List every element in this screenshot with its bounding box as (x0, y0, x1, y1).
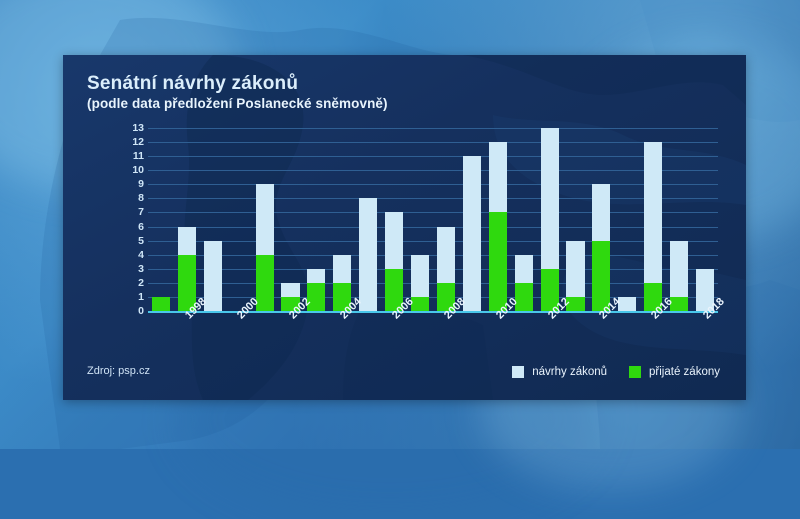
bar-proposed (462, 156, 481, 311)
gridline-8 (148, 198, 718, 200)
legend-label-proposed: návrhy zákonů (532, 366, 608, 378)
gridline-5 (148, 240, 718, 242)
page-subtitle: (podle data předložení Poslanecké sněmov… (87, 96, 388, 111)
y-tick-3: 3 (138, 262, 144, 275)
bar-group[interactable] (462, 128, 481, 311)
y-tick-13: 13 (132, 121, 144, 134)
chart-card: Senátní návrhy zákonů (podle data předlo… (63, 55, 746, 400)
bar-group[interactable] (436, 128, 455, 311)
bar-group[interactable] (670, 128, 689, 311)
gridline-0 (148, 311, 718, 313)
gridline-1 (148, 296, 718, 298)
bar-passed (670, 296, 689, 311)
y-tick-1: 1 (138, 290, 144, 303)
y-tick-9: 9 (138, 178, 144, 191)
chart-legend: návrhy zákonů přijaté zákony (512, 366, 720, 378)
bar-group[interactable] (566, 128, 585, 311)
bar-passed (307, 282, 326, 311)
x-axis-labels: 1998 2000 2002 2004 2006 2008 2010 2012 2014 2016… (148, 296, 727, 373)
bar-proposed (695, 268, 715, 311)
legend-label-passed: přijaté zákony (649, 366, 720, 378)
gridline-10 (148, 170, 718, 172)
bar-group[interactable] (540, 128, 559, 311)
bar-passed (488, 212, 507, 311)
bar-group[interactable] (281, 128, 300, 311)
bar-passed (151, 296, 170, 311)
bar-group[interactable] (255, 128, 274, 311)
bar-passed (255, 254, 274, 311)
legend-swatch-proposed (512, 366, 525, 378)
bar-group[interactable] (410, 128, 430, 311)
bar-proposed (410, 254, 430, 311)
bar-group[interactable] (385, 128, 404, 311)
bar-passed (436, 282, 455, 311)
legend-item-passed: přijaté zákony (629, 366, 720, 378)
bar-passed (514, 282, 533, 311)
gridline-6 (148, 226, 718, 228)
bar-passed (385, 268, 404, 311)
bar-passed (281, 296, 300, 311)
bar-proposed (670, 240, 689, 311)
bar-group[interactable] (695, 128, 715, 311)
bar-group[interactable] (307, 128, 326, 311)
bar-passed (592, 240, 611, 311)
y-tick-10: 10 (132, 163, 144, 176)
y-tick-8: 8 (138, 192, 144, 205)
bar-passed (177, 254, 196, 311)
gridlines (148, 128, 718, 313)
page-title: Senátní návrhy zákonů (87, 73, 299, 94)
bar-group[interactable] (177, 128, 196, 311)
gridline-7 (148, 212, 718, 214)
gridline-12 (148, 142, 718, 144)
bar-group[interactable] (333, 128, 352, 311)
y-tick-2: 2 (138, 276, 144, 289)
bar-passed (644, 282, 663, 311)
y-tick-0: 0 (138, 304, 144, 317)
bar-proposed (359, 198, 378, 311)
bar-group[interactable] (230, 128, 248, 311)
bar-group[interactable] (514, 128, 533, 311)
y-tick-12: 12 (132, 135, 144, 148)
bar-proposed (618, 296, 637, 311)
bar-group[interactable] (592, 128, 611, 311)
bar-group[interactable] (203, 128, 222, 311)
bar-group[interactable] (618, 128, 637, 311)
bar-group[interactable] (359, 128, 378, 311)
bar-proposed (540, 128, 559, 311)
gridline-4 (148, 254, 718, 256)
gridline-13 (148, 128, 718, 129)
source-note: Zdroj: psp.cz (87, 365, 150, 377)
bar-passed (333, 282, 352, 311)
bar-passed (540, 268, 559, 311)
bar-passed (566, 296, 585, 311)
gridline-11 (148, 156, 718, 158)
legend-item-proposed: návrhy zákonů (512, 366, 607, 378)
chart-plot-area (148, 128, 718, 313)
gridline-9 (148, 184, 718, 186)
bar-series-container (148, 128, 718, 311)
gridline-3 (148, 268, 718, 270)
y-axis-labels: 0 1 2 3 4 5 6 7 8 9 10 11 12 13 (118, 123, 144, 316)
y-tick-6: 6 (138, 220, 144, 233)
gridline-2 (148, 282, 718, 284)
bar-group[interactable] (151, 128, 170, 311)
y-tick-7: 7 (138, 206, 144, 219)
bar-proposed (644, 142, 663, 311)
y-tick-4: 4 (138, 248, 144, 261)
bar-group[interactable] (644, 128, 663, 311)
legend-swatch-passed (629, 366, 642, 378)
bar-group[interactable] (488, 128, 507, 311)
y-tick-5: 5 (138, 234, 144, 247)
bar-proposed (203, 240, 222, 311)
y-tick-11: 11 (132, 149, 144, 162)
bar-proposed (566, 240, 585, 311)
bar-passed (410, 296, 430, 311)
